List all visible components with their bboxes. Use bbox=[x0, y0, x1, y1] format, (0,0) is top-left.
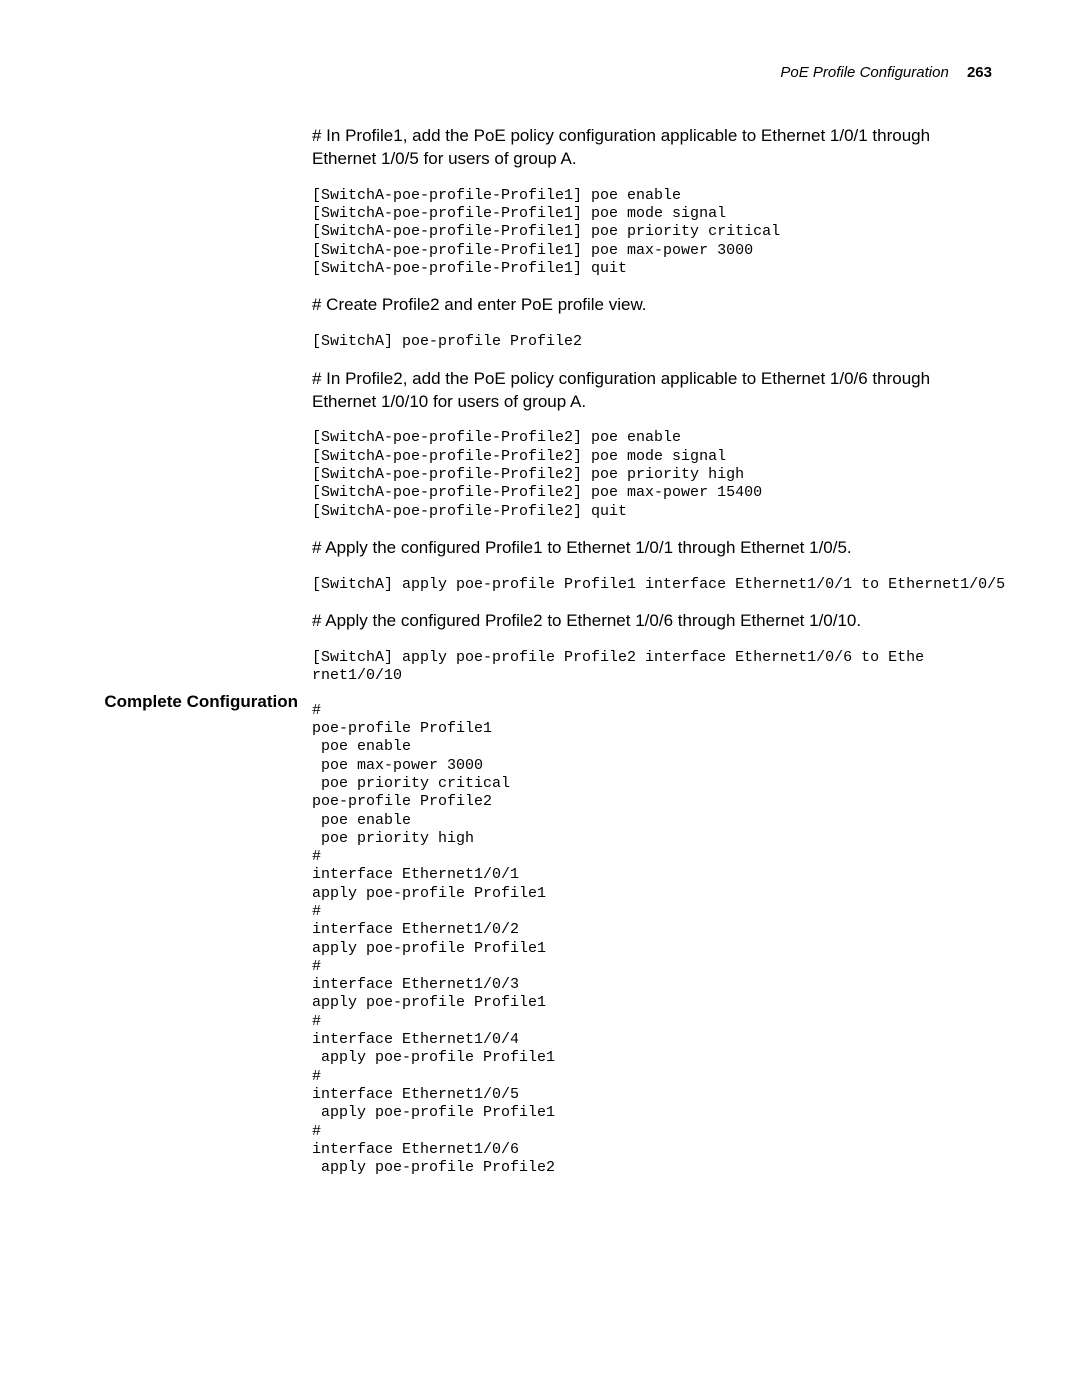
main-content: # In Profile1, add the PoE policy config… bbox=[312, 125, 992, 1177]
page-header: PoE Profile Configuration 263 bbox=[780, 64, 992, 81]
page-header-title: PoE Profile Configuration bbox=[780, 64, 948, 81]
paragraph: # Apply the configured Profile1 to Ether… bbox=[312, 537, 992, 560]
code-block: [SwitchA] apply poe-profile Profile1 int… bbox=[312, 576, 992, 594]
code-block: [SwitchA-poe-profile-Profile1] poe enabl… bbox=[312, 187, 992, 278]
paragraph: # In Profile2, add the PoE policy config… bbox=[312, 368, 992, 414]
paragraph: # In Profile1, add the PoE policy config… bbox=[312, 125, 992, 171]
paragraph: # Create Profile2 and enter PoE profile … bbox=[312, 294, 992, 317]
code-block: [SwitchA] poe-profile Profile2 bbox=[312, 333, 992, 351]
side-heading: Complete Configuration bbox=[98, 692, 298, 712]
code-block: [SwitchA-poe-profile-Profile2] poe enabl… bbox=[312, 429, 992, 520]
code-block: [SwitchA] apply poe-profile Profile2 int… bbox=[312, 649, 992, 686]
code-block: # poe-profile Profile1 poe enable poe ma… bbox=[312, 702, 992, 1178]
page-header-number: 263 bbox=[967, 64, 992, 81]
paragraph: # Apply the configured Profile2 to Ether… bbox=[312, 610, 992, 633]
